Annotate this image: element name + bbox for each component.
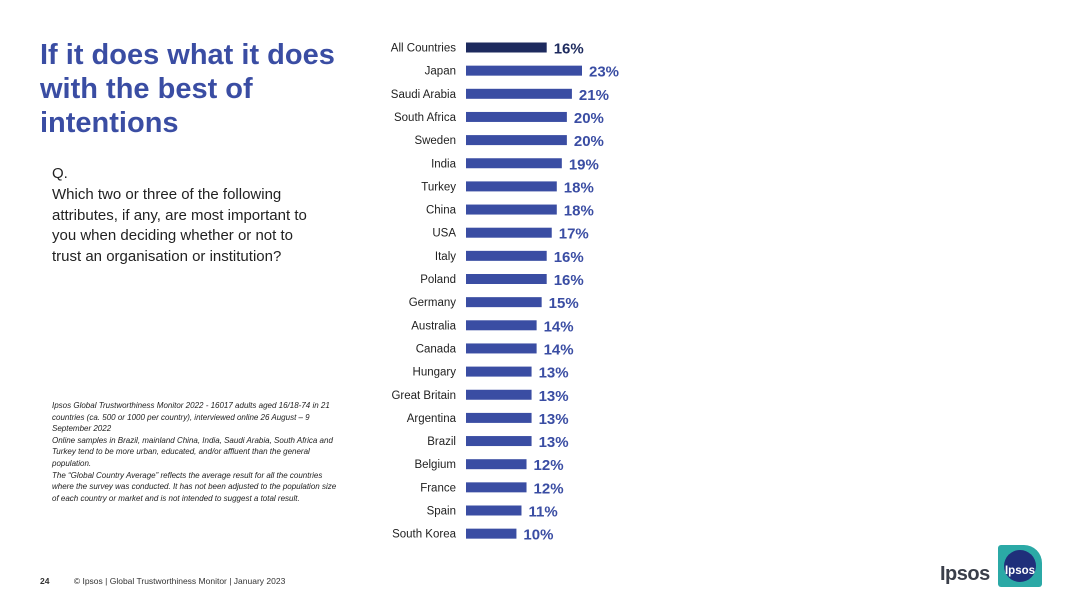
value-label: 18%: [564, 179, 594, 196]
ipsos-wordmark: Ipsos: [940, 563, 990, 585]
bar: [466, 320, 537, 331]
value-label: 19%: [569, 156, 599, 173]
value-label: 14%: [544, 318, 574, 335]
question-label: Q.: [52, 165, 68, 182]
question-block: Q. Which two or three of the following a…: [52, 164, 312, 268]
category-label: Saudi Arabia: [391, 89, 457, 101]
bar: [466, 366, 532, 377]
bar: [466, 250, 547, 261]
value-label: 16%: [554, 272, 584, 289]
bar: [466, 88, 572, 99]
bar: [466, 135, 567, 146]
question-text: Which two or three of the following attr…: [52, 185, 307, 266]
value-label: 17%: [559, 226, 589, 243]
value-label: 13%: [539, 388, 569, 405]
category-label: Germany: [409, 297, 457, 309]
bar: [466, 412, 532, 423]
value-label: 14%: [544, 341, 574, 358]
category-label: Turkey: [421, 181, 456, 193]
page-number: 24: [40, 576, 50, 586]
bar: [466, 389, 532, 400]
category-label: France: [420, 482, 456, 494]
bar: [466, 65, 582, 76]
category-label: Poland: [420, 274, 456, 286]
value-label: 13%: [539, 434, 569, 451]
category-label: South Korea: [392, 529, 457, 541]
category-label: Great Britain: [391, 390, 456, 402]
slide-footer: 24 © Ipsos | Global Trustworthiness Moni…: [40, 576, 285, 586]
category-label: China: [426, 205, 457, 217]
category-label: USA: [432, 228, 456, 240]
value-label: 16%: [554, 249, 584, 266]
category-label: Sweden: [414, 135, 456, 147]
methodology-note: Ipsos Global Trustworthiness Monitor 202…: [52, 401, 330, 434]
bar: [466, 42, 547, 53]
bar: [466, 482, 527, 493]
logo-text: Ipsos: [1004, 565, 1036, 577]
methodology-notes: Ipsos Global Trustworthiness Monitor 202…: [52, 400, 342, 504]
methodology-note: The “Global Country Average” reflects th…: [52, 470, 337, 503]
value-label: 15%: [549, 295, 579, 312]
value-label: 20%: [574, 133, 604, 150]
value-label: 20%: [574, 110, 604, 127]
category-label: Hungary: [413, 367, 457, 379]
value-label: 18%: [564, 203, 594, 220]
value-label: 12%: [534, 457, 564, 474]
methodology-note: Online samples in Brazil, mainland China…: [52, 435, 333, 468]
value-label: 11%: [528, 504, 557, 521]
footer-text: © Ipsos | Global Trustworthiness Monitor…: [73, 576, 286, 586]
category-label: Argentina: [407, 413, 457, 425]
category-label: Canada: [416, 343, 457, 355]
bar: [466, 274, 547, 284]
bar: [466, 297, 542, 308]
category-label: All Countries: [391, 43, 456, 55]
category-label: South Africa: [394, 112, 457, 124]
category-label: Spain: [427, 506, 456, 518]
value-label: 10%: [523, 527, 553, 544]
category-label: Japan: [425, 66, 456, 78]
bar: [466, 181, 557, 192]
bar: [466, 111, 567, 122]
value-label: 21%: [579, 87, 609, 104]
bar: [466, 227, 552, 238]
category-label: Brazil: [427, 436, 456, 448]
value-label: 16%: [554, 41, 584, 58]
bar: [466, 505, 522, 516]
value-label: 13%: [539, 365, 569, 382]
bar: [466, 459, 527, 470]
bar: [466, 436, 532, 447]
ipsos-logo-icon: Ipsos: [998, 545, 1042, 587]
category-label: Italy: [435, 251, 456, 263]
bar: [466, 528, 517, 539]
value-label: 23%: [589, 64, 619, 81]
slide-title: If it does what it does with the best of…: [40, 39, 335, 139]
bar: [466, 158, 562, 169]
value-label: 12%: [534, 480, 564, 497]
category-label: Australia: [411, 320, 456, 332]
value-label: 13%: [539, 411, 569, 428]
category-label: India: [431, 158, 457, 170]
category-label: Belgium: [414, 459, 456, 471]
bar-chart: All Countries 16% Japan 23% Saudi Arabia 21% S…: [391, 41, 619, 544]
bar: [466, 204, 557, 215]
bar: [466, 343, 537, 354]
